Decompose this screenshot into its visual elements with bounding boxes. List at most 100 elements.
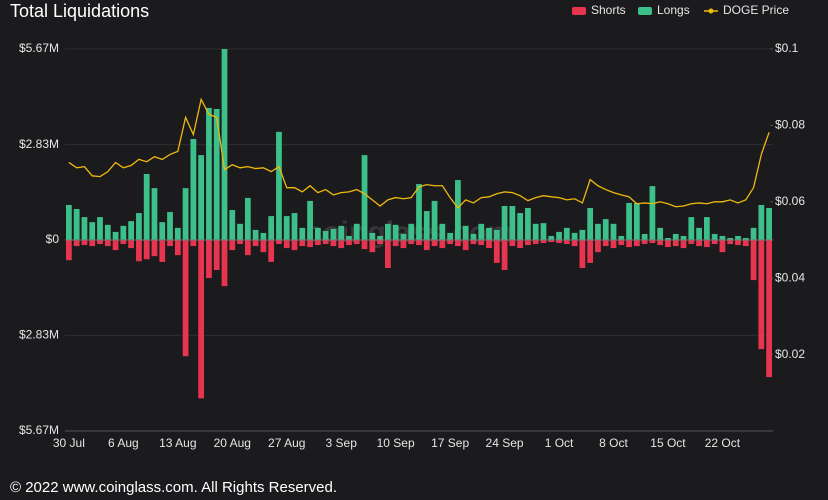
bar — [587, 240, 594, 263]
bar — [385, 223, 391, 240]
bar — [276, 240, 282, 245]
legend-label: Shorts — [591, 3, 626, 17]
bar — [213, 240, 220, 270]
bar — [81, 217, 88, 240]
bar — [556, 240, 562, 244]
bar — [455, 180, 461, 240]
x-tick-label: 27 Aug — [268, 436, 305, 450]
bar — [416, 240, 422, 246]
bar — [641, 233, 648, 240]
x-tick-label: 30 Jul — [53, 436, 85, 450]
bar — [439, 223, 446, 240]
bar — [447, 232, 453, 240]
bar — [649, 240, 656, 244]
bar — [143, 173, 150, 240]
bar — [244, 197, 251, 240]
bar — [314, 240, 321, 246]
y-tick-label: $5.67M — [19, 423, 59, 437]
bar — [307, 240, 313, 248]
x-tick-label: 22 Oct — [705, 436, 741, 450]
bar — [97, 217, 103, 240]
bar — [486, 240, 492, 249]
bar — [563, 227, 570, 240]
x-tick-label: 3 Sep — [326, 436, 358, 450]
bar — [346, 240, 352, 246]
bar — [696, 240, 702, 247]
bar — [571, 232, 578, 240]
bar — [283, 216, 290, 240]
bar — [587, 207, 594, 240]
bar — [346, 235, 352, 240]
bar — [252, 229, 259, 240]
bar — [532, 240, 539, 245]
bar — [595, 240, 601, 253]
bar — [369, 240, 376, 253]
bar — [626, 240, 632, 248]
bar — [73, 240, 80, 247]
bar — [159, 240, 166, 262]
bar — [353, 223, 360, 240]
bar — [221, 49, 228, 240]
x-tick-label: 17 Sep — [431, 436, 469, 450]
bar — [525, 240, 531, 246]
bar — [556, 231, 562, 240]
bar — [501, 205, 508, 240]
bar — [104, 224, 111, 240]
legend-swatch — [638, 7, 652, 15]
bar — [758, 240, 765, 350]
bar — [766, 207, 772, 240]
bar — [548, 240, 555, 243]
bar — [408, 223, 415, 240]
bar — [182, 240, 189, 357]
bar — [291, 240, 298, 251]
bar — [89, 240, 96, 247]
y-tick-label: $2.83M — [19, 328, 59, 342]
bar — [330, 228, 337, 240]
bar — [610, 223, 617, 240]
bar — [283, 240, 290, 249]
bar — [276, 131, 282, 240]
bar — [532, 223, 539, 240]
bar — [143, 240, 150, 260]
bar — [252, 240, 259, 247]
bar — [509, 205, 516, 240]
bar — [423, 240, 430, 251]
bar — [392, 224, 399, 240]
bar — [493, 240, 500, 263]
bar — [509, 240, 516, 247]
bar — [182, 188, 189, 240]
bar — [190, 240, 197, 247]
bar — [680, 240, 687, 249]
bar — [174, 240, 181, 256]
bar — [719, 240, 726, 253]
bar — [377, 235, 383, 240]
bar — [665, 237, 671, 240]
bar — [89, 222, 96, 240]
bar — [455, 240, 461, 247]
bar — [719, 235, 726, 240]
bar — [618, 235, 625, 240]
x-tick-label: 10 Sep — [377, 436, 415, 450]
bar — [151, 240, 158, 257]
bar — [307, 200, 313, 240]
bar — [727, 237, 734, 240]
bar — [548, 235, 555, 240]
bar — [563, 240, 570, 245]
bar — [136, 213, 142, 240]
bar — [742, 237, 749, 240]
bar — [735, 240, 741, 246]
bar — [688, 240, 695, 245]
bar — [618, 240, 625, 246]
bar — [703, 240, 710, 248]
bar — [299, 227, 306, 240]
bar — [73, 209, 80, 240]
bar — [120, 240, 127, 245]
bar — [571, 240, 578, 247]
legend-dot — [708, 8, 714, 14]
bar — [120, 225, 127, 240]
bar — [439, 240, 446, 249]
legend-label: DOGE Price — [723, 3, 789, 17]
bar — [353, 240, 360, 245]
x-tick-label: 13 Aug — [159, 436, 196, 450]
bar — [579, 240, 586, 268]
